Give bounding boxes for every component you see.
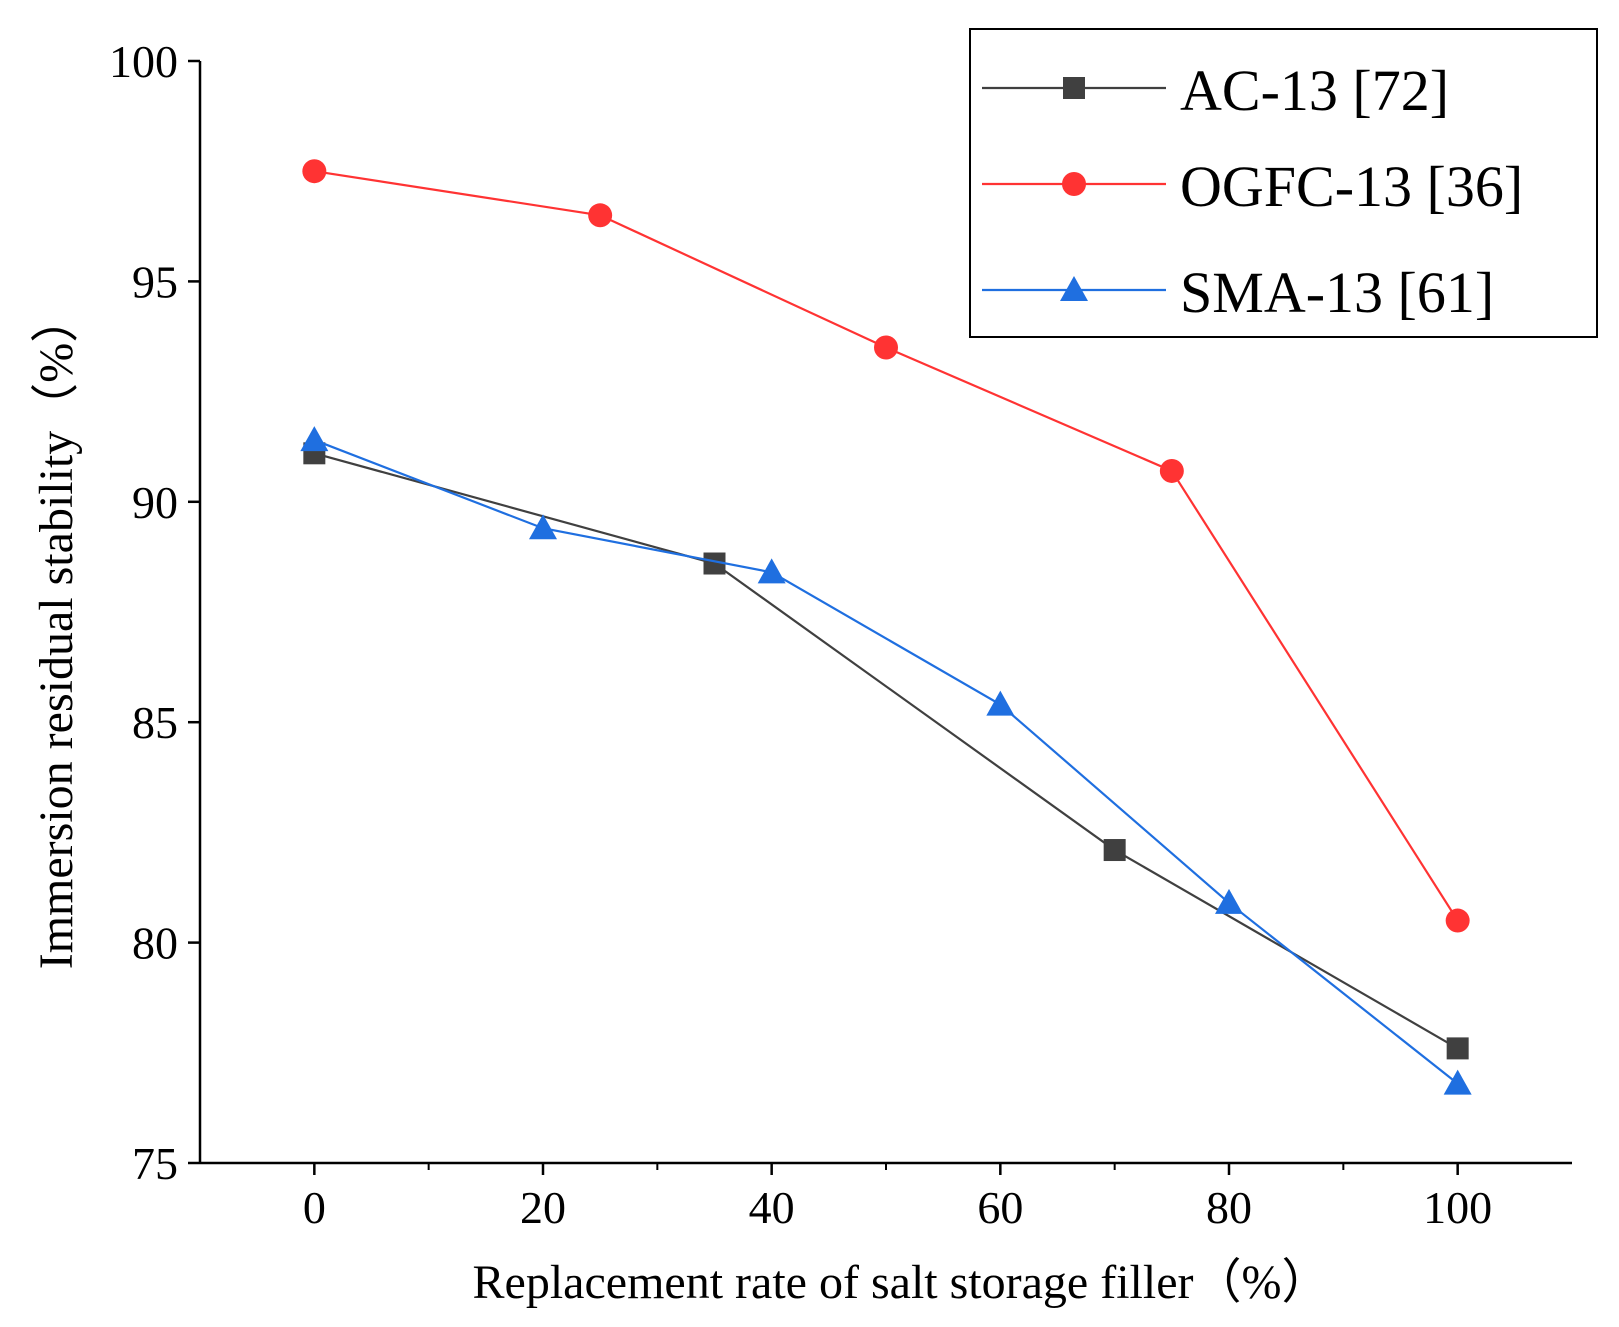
data-point — [588, 203, 613, 228]
y-tick-label: 85 — [132, 697, 178, 748]
x-tick-label: 60 — [977, 1182, 1023, 1233]
series-0 — [303, 442, 1469, 1060]
data-point — [302, 159, 327, 184]
data-point — [986, 690, 1015, 716]
series-2 — [300, 426, 1472, 1095]
x-tick-label: 0 — [303, 1182, 326, 1233]
x-tick-label: 80 — [1206, 1182, 1252, 1233]
series-line — [313, 439, 1459, 1085]
data-point — [1215, 888, 1243, 914]
y-axis-label: Immersion residual stability（%） — [30, 295, 83, 970]
legend-label: AC-13 [72] — [1180, 58, 1449, 123]
x-axis-label: Replacement rate of salt storage filler（… — [473, 1256, 1330, 1309]
plot-area — [300, 159, 1472, 1095]
data-point — [757, 558, 786, 584]
y-tick-label: 100 — [109, 36, 178, 87]
axes: 75 80 85 90 95 100 0 20 40 60 80 100 — [109, 36, 1572, 1233]
data-point — [1103, 839, 1126, 862]
data-point — [1445, 908, 1470, 933]
x-tick-label: 20 — [520, 1182, 566, 1233]
x-tick-label: 100 — [1423, 1182, 1492, 1233]
data-point — [1446, 1037, 1469, 1060]
legend-marker — [1063, 77, 1085, 99]
y-tick-label: 80 — [132, 918, 178, 969]
legend: AC-13 [72] OGFC-13 [36] SMA-13 [61] — [969, 28, 1598, 338]
y-tick-label: 75 — [132, 1138, 178, 1189]
data-point — [1159, 458, 1184, 483]
series-1 — [302, 159, 1470, 933]
series-line — [314, 452, 1459, 1050]
data-point — [529, 514, 557, 540]
legend-label: SMA-13 [61] — [1180, 260, 1494, 325]
y-tick-label: 95 — [132, 256, 178, 307]
x-tick-label: 40 — [749, 1182, 795, 1233]
data-point — [300, 426, 329, 452]
legend-marker — [1060, 276, 1088, 301]
data-point — [1443, 1069, 1472, 1095]
y-tick-label: 90 — [132, 477, 178, 528]
data-point — [703, 552, 726, 575]
legend-marker — [1062, 172, 1086, 196]
data-point — [874, 335, 898, 360]
legend-label: OGFC-13 [36] — [1180, 154, 1523, 219]
